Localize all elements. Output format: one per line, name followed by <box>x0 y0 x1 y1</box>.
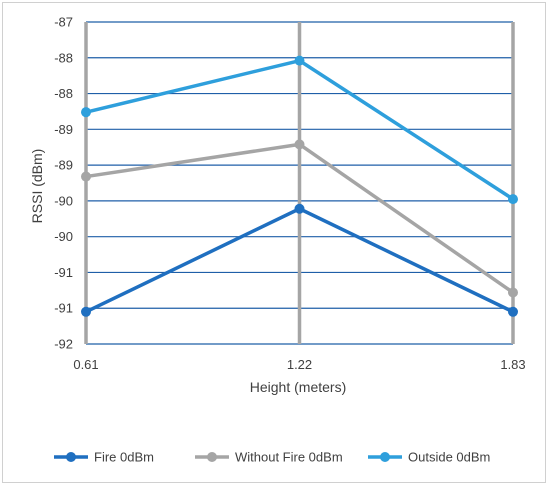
y-tick-label: -88 <box>54 86 73 101</box>
legend-marker <box>66 452 76 462</box>
y-tick-label: -89 <box>54 158 73 173</box>
data-point-fire-0dbm <box>508 306 518 317</box>
data-point-without-fire-0dbm <box>508 287 518 298</box>
x-axis-title: Height (meters) <box>250 379 346 395</box>
data-point-outside-0dbm <box>294 55 305 66</box>
series-lines <box>81 55 518 317</box>
data-point-without-fire-0dbm <box>81 171 91 182</box>
y-tick-label: -88 <box>54 50 73 65</box>
legend-item: Fire 0dBm <box>54 450 154 465</box>
legend-item: Without Fire 0dBm <box>195 450 343 465</box>
legend-marker <box>380 452 390 462</box>
data-point-outside-0dbm <box>508 194 518 205</box>
category-lines <box>84 22 515 344</box>
data-point-fire-0dbm <box>81 306 91 317</box>
y-axis-title: RSSI (dBm) <box>29 149 45 224</box>
x-tick-labels: 0.61 1.22 1.83 <box>73 357 525 372</box>
data-point-outside-0dbm <box>81 107 91 118</box>
data-point-fire-0dbm <box>294 203 305 214</box>
x-tick-label: 1.22 <box>287 357 312 372</box>
y-tick-label: -90 <box>54 229 73 244</box>
legend-label: Without Fire 0dBm <box>235 450 343 465</box>
y-tick-label: -91 <box>54 301 73 316</box>
legend-label: Outside 0dBm <box>408 450 490 465</box>
y-tick-label: -90 <box>54 193 73 208</box>
y-tick-label: -92 <box>54 337 73 352</box>
legend-label: Fire 0dBm <box>94 450 154 465</box>
y-tick-label: -89 <box>54 122 73 137</box>
x-tick-label: 0.61 <box>73 357 98 372</box>
legend: Fire 0dBm Without Fire 0dBm Outside 0dBm <box>54 450 490 465</box>
legend-item: Outside 0dBm <box>368 450 490 465</box>
y-tick-labels: -87 -88 -88 -89 -89 -90 -90 -91 -91 -92 <box>54 15 73 352</box>
data-point-without-fire-0dbm <box>294 139 305 150</box>
chart-frame <box>2 2 546 483</box>
legend-marker <box>207 452 217 462</box>
y-tick-label: -87 <box>54 15 73 30</box>
x-tick-label: 1.83 <box>500 357 525 372</box>
y-tick-label: -91 <box>54 265 73 280</box>
